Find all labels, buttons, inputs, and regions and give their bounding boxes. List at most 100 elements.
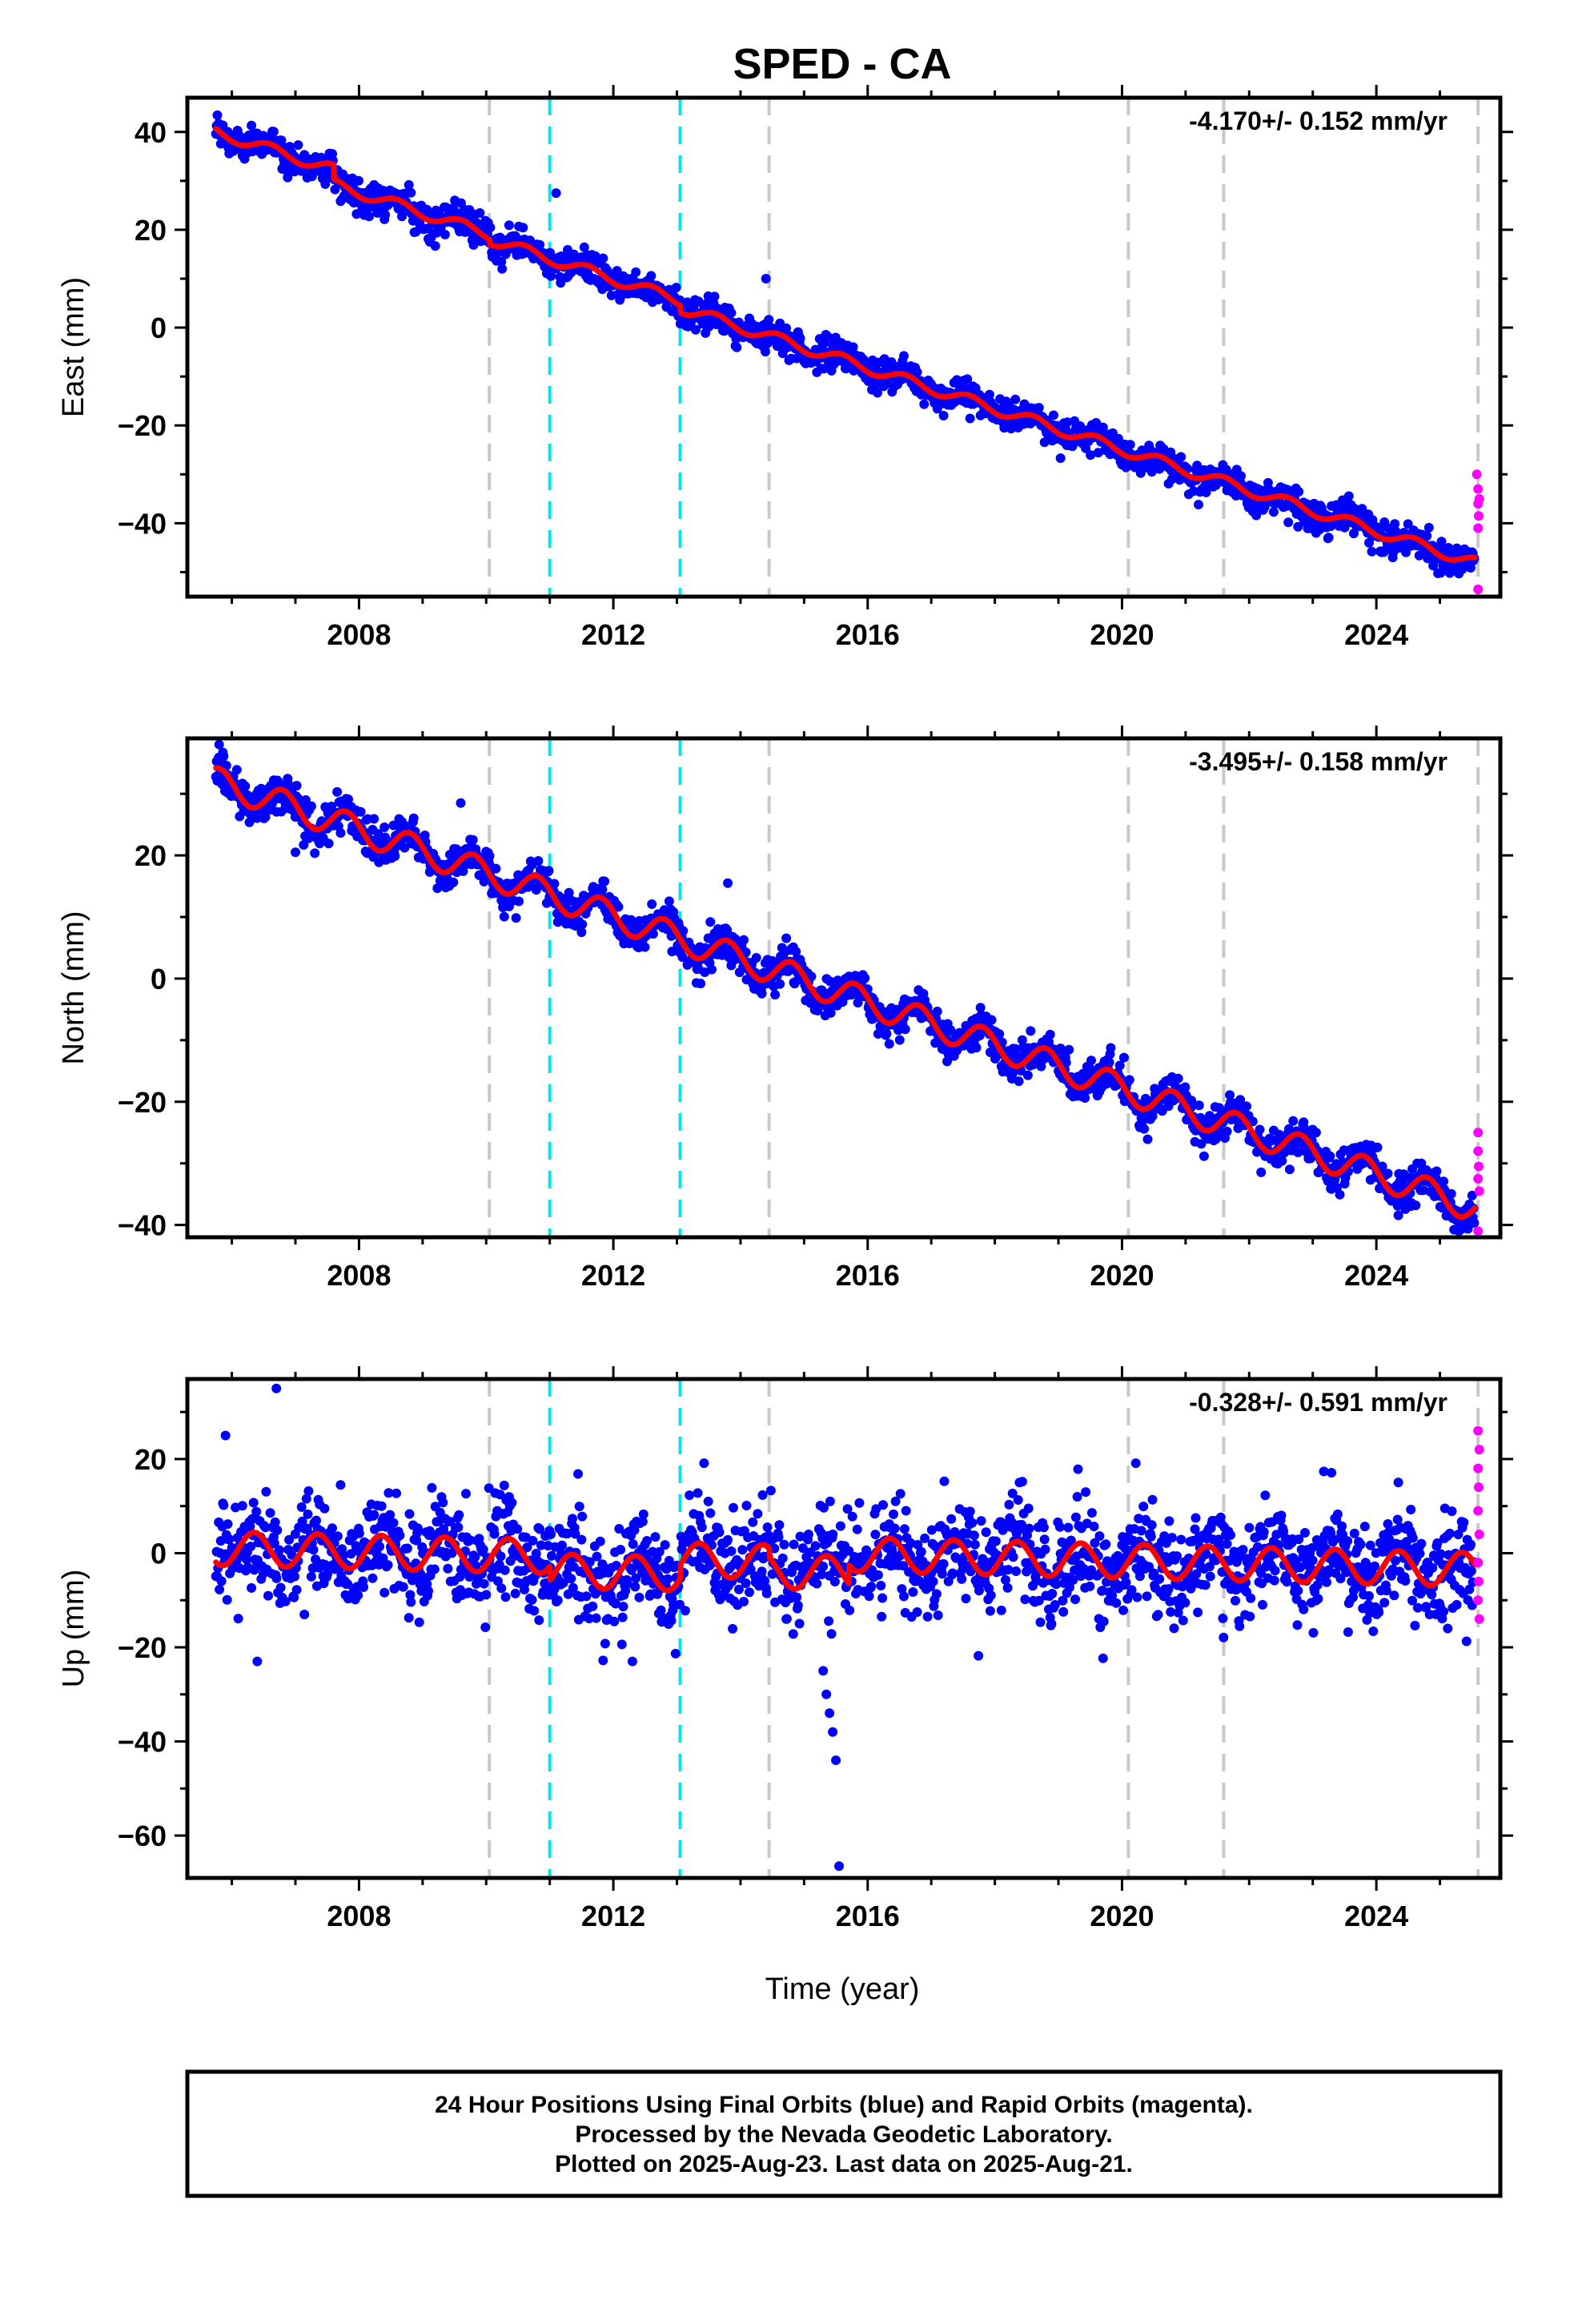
final-orbit-point bbox=[938, 1558, 949, 1569]
final-orbit-point bbox=[535, 239, 545, 250]
final-orbit-point bbox=[1222, 1126, 1232, 1136]
final-orbit-point bbox=[748, 1517, 758, 1527]
final-orbit-point bbox=[985, 389, 994, 400]
final-orbit-point bbox=[219, 1500, 229, 1510]
final-orbit-point bbox=[946, 1514, 957, 1524]
x-tick-label: 2020 bbox=[1090, 1259, 1154, 1292]
final-orbit-point bbox=[957, 1574, 967, 1584]
final-orbit-point bbox=[591, 1613, 601, 1623]
final-orbit-point bbox=[1024, 1523, 1034, 1534]
final-orbit-point bbox=[1034, 403, 1044, 413]
y-axis-label: East (mm) bbox=[57, 277, 90, 417]
final-orbit-point bbox=[920, 1533, 930, 1543]
final-orbit-point bbox=[376, 1501, 387, 1511]
final-orbit-point bbox=[1383, 1168, 1393, 1179]
final-orbit-point bbox=[598, 1655, 608, 1666]
final-orbit-point bbox=[369, 814, 379, 824]
final-orbit-point bbox=[323, 838, 334, 849]
final-orbit-point bbox=[443, 1563, 453, 1574]
final-orbit-point bbox=[300, 795, 311, 805]
final-orbit-point bbox=[600, 876, 610, 887]
final-orbit-point bbox=[1255, 1124, 1265, 1135]
final-orbit-point bbox=[577, 919, 588, 930]
rapid-orbit-point bbox=[1473, 1128, 1484, 1138]
final-orbit-point bbox=[291, 781, 302, 790]
final-orbit-point bbox=[1263, 477, 1273, 488]
final-orbit-point bbox=[1256, 1167, 1267, 1177]
final-orbit-point bbox=[299, 1610, 310, 1619]
final-orbit-point bbox=[461, 1489, 471, 1499]
y-tick-label: 20 bbox=[135, 839, 167, 872]
final-orbit-point bbox=[825, 1007, 836, 1018]
final-orbit-point bbox=[456, 798, 466, 808]
final-orbit-point bbox=[729, 1502, 738, 1513]
final-orbit-point bbox=[671, 283, 681, 293]
final-orbit-point bbox=[1017, 1477, 1027, 1487]
final-orbit-point bbox=[1125, 440, 1135, 450]
final-orbit-point bbox=[739, 935, 749, 945]
final-orbit-point bbox=[367, 1573, 378, 1583]
x-tick-label: 2008 bbox=[327, 618, 391, 651]
final-orbit-point bbox=[454, 1510, 464, 1520]
final-orbit-point bbox=[1469, 1218, 1480, 1228]
final-orbit-point bbox=[233, 1614, 243, 1624]
final-orbit-point bbox=[247, 120, 257, 131]
final-orbit-point bbox=[728, 1623, 738, 1634]
final-orbit-point bbox=[685, 1490, 695, 1501]
final-orbit-point bbox=[770, 990, 781, 1000]
final-orbit-point bbox=[414, 1617, 424, 1627]
final-orbit-point bbox=[1014, 1076, 1024, 1087]
final-orbit-point bbox=[274, 1545, 284, 1555]
final-orbit-point bbox=[1020, 1594, 1030, 1605]
final-orbit-point bbox=[791, 947, 801, 957]
final-orbit-point bbox=[777, 1553, 788, 1563]
final-orbit-point bbox=[931, 1589, 942, 1599]
final-orbit-point bbox=[877, 1611, 887, 1622]
final-orbit-point bbox=[894, 1035, 905, 1045]
final-orbit-point bbox=[271, 1573, 282, 1583]
final-orbit-point bbox=[576, 1534, 587, 1545]
final-orbit-point bbox=[986, 1015, 997, 1025]
final-orbit-point bbox=[533, 856, 544, 866]
final-orbit-point bbox=[528, 1535, 538, 1546]
final-orbit-point bbox=[481, 1590, 492, 1600]
final-orbit-point bbox=[1004, 1499, 1014, 1510]
final-orbit-point bbox=[764, 315, 774, 325]
final-orbit-point bbox=[581, 1591, 592, 1602]
final-orbit-point bbox=[364, 211, 375, 222]
final-orbit-point bbox=[638, 1509, 648, 1519]
final-orbit-point bbox=[678, 926, 689, 936]
final-orbit-point bbox=[726, 1546, 737, 1556]
final-orbit-point bbox=[1284, 1164, 1295, 1175]
final-orbit-point bbox=[697, 1522, 707, 1533]
final-orbit-point bbox=[691, 324, 701, 335]
final-orbit-point bbox=[1372, 1142, 1383, 1152]
final-orbit-point bbox=[510, 1588, 520, 1598]
final-orbit-point bbox=[1013, 1495, 1023, 1505]
final-orbit-point bbox=[829, 1577, 840, 1586]
final-orbit-point bbox=[574, 1502, 584, 1512]
final-orbit-point bbox=[1391, 526, 1401, 537]
final-orbit-point bbox=[853, 998, 863, 1008]
final-orbit-point bbox=[640, 942, 650, 952]
final-orbit-point bbox=[496, 1551, 506, 1562]
rapid-orbit-point bbox=[1473, 511, 1484, 521]
final-orbit-point bbox=[1022, 1070, 1033, 1080]
final-orbit-point bbox=[1010, 394, 1021, 404]
final-orbit-point bbox=[597, 884, 608, 895]
final-orbit-point bbox=[969, 1530, 979, 1541]
final-orbit-point bbox=[826, 1629, 837, 1639]
final-orbit-point bbox=[354, 175, 363, 186]
final-orbit-point bbox=[757, 1490, 768, 1500]
final-orbit-point bbox=[812, 1578, 822, 1589]
final-orbit-point bbox=[240, 781, 251, 791]
final-orbit-point bbox=[1201, 487, 1211, 497]
final-orbit-point bbox=[402, 1543, 412, 1554]
final-orbit-point bbox=[908, 1587, 918, 1597]
final-orbit-point bbox=[1293, 521, 1303, 532]
final-orbit-point bbox=[1236, 471, 1246, 481]
final-orbit-point bbox=[303, 1486, 314, 1496]
final-orbit-point bbox=[762, 1522, 773, 1533]
